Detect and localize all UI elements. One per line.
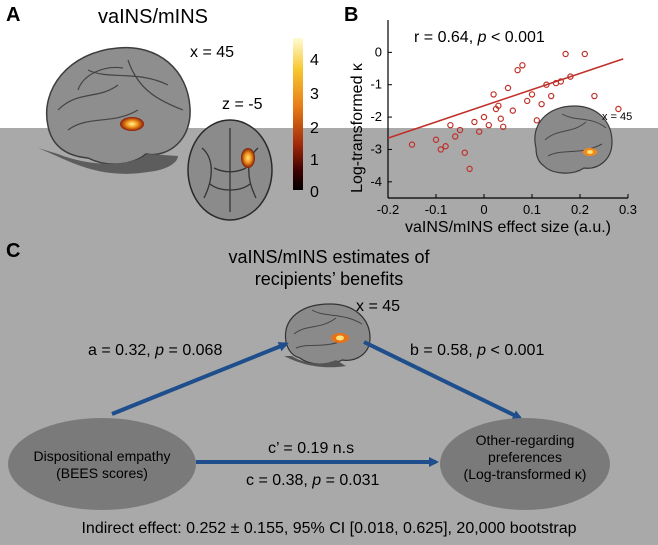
x-axis-label: vaINS/mINS effect size (a.u.)	[405, 219, 611, 236]
y-tick-label: -4	[370, 174, 382, 189]
x-tick-label: 0.1	[523, 202, 541, 217]
outcome-node	[440, 418, 610, 510]
data-point	[528, 91, 536, 98]
panel-a-axial-coord: z = -5	[222, 96, 263, 113]
colorbar	[293, 38, 303, 190]
data-point	[591, 92, 598, 100]
panel-a-title: vaINS/mINS	[98, 6, 209, 28]
outcome-label-line1: Other-regarding	[475, 432, 575, 448]
inset-coord: x = 45	[602, 111, 632, 123]
data-point	[447, 121, 454, 129]
path-b-arrow	[363, 340, 523, 420]
mediator-title-line2: recipients’ benefits	[254, 269, 404, 289]
data-point	[538, 100, 545, 108]
outcome-label-line2: preferences	[488, 449, 562, 465]
path-a-label: a = 0.32, p = 0.068	[88, 342, 223, 359]
x-tick-label: 0	[480, 202, 487, 217]
data-point	[471, 118, 478, 126]
predictor-node	[8, 418, 196, 510]
data-point	[408, 141, 416, 148]
data-point	[543, 81, 550, 88]
data-point	[557, 78, 564, 85]
x-tick-label: -0.2	[377, 202, 399, 217]
data-point	[456, 126, 464, 134]
data-point	[615, 105, 622, 113]
panel-a-letter: A	[6, 4, 21, 26]
data-point	[485, 121, 492, 129]
data-point	[432, 136, 440, 143]
y-tick-label: -2	[370, 109, 382, 124]
predictor-label: Dispositional empathy	[33, 448, 171, 464]
panel-b-letter: B	[344, 4, 359, 26]
data-point	[581, 50, 588, 58]
x-tick-label: -0.1	[425, 202, 447, 217]
axial-brain-image	[187, 119, 273, 221]
outcome-node-text: Other-regarding preferences (Log-transfo…	[440, 432, 610, 483]
data-point	[495, 102, 502, 109]
path-a-arrow	[111, 341, 289, 416]
scatter-plot: Log-transformed κ vaINS/mINS effect size…	[349, 20, 637, 236]
data-point	[437, 146, 445, 153]
data-point	[451, 133, 459, 140]
mediator-title: vaINS/mINS estimates of recipients’ bene…	[0, 246, 658, 290]
y-tick-label: -3	[370, 141, 382, 156]
data-point	[497, 115, 504, 122]
data-point	[442, 143, 449, 150]
data-points	[408, 50, 622, 173]
panel-a-sagittal-coord: x = 45	[190, 44, 235, 61]
colorbar-tick: 3	[310, 86, 319, 103]
data-point	[567, 73, 574, 80]
y-tick-label: -1	[370, 77, 382, 92]
path-b-label: b = 0.58, p < 0.001	[410, 342, 545, 359]
data-point	[547, 92, 555, 100]
x-tick-label: 0.3	[619, 202, 637, 217]
y-axis-label: Log-transformed κ	[349, 62, 366, 193]
data-point	[499, 123, 507, 131]
path-c-prime-label: c’ = 0.19 n.s	[268, 440, 355, 457]
predictor-node-text: Dispositional empathy (BEES scores)	[8, 448, 196, 482]
y-tick-label: 0	[375, 44, 382, 59]
colorbar-tick: 2	[310, 120, 319, 137]
data-point	[519, 62, 526, 69]
colorbar-tick: 4	[310, 52, 319, 69]
indirect-effect-text: Indirect effect: 0.252 ± 0.155, 95% CI […	[81, 520, 577, 537]
inset-brain-image	[534, 105, 613, 174]
predictor-sublabel: (BEES scores)	[56, 465, 148, 481]
data-point	[533, 117, 540, 124]
regression-line	[387, 58, 624, 139]
sagittal-brain-image	[38, 46, 191, 174]
data-point	[461, 149, 469, 156]
mediator-title-line1: vaINS/mINS estimates of	[228, 247, 430, 267]
data-point	[480, 113, 488, 121]
data-point	[466, 165, 473, 173]
stats-annotation: r = 0.64, p < 0.001	[414, 29, 545, 46]
colorbar-tick: 1	[310, 152, 319, 169]
regression-line-group	[387, 58, 624, 139]
data-point	[475, 128, 483, 135]
data-point	[509, 107, 516, 114]
plot-ticks: -0.2 -0.1 0 0.1 0.2 0.3 0 -1 -2 -3 -4	[370, 44, 637, 217]
data-point	[514, 66, 521, 74]
path-c-label: c = 0.38, p = 0.031	[246, 472, 380, 489]
mediator-brain-image	[284, 303, 371, 368]
data-point	[504, 84, 512, 92]
data-point	[523, 97, 531, 105]
colorbar-tick: 0	[310, 184, 319, 201]
mediator-coord: x = 45	[356, 298, 401, 315]
panel-c-letter: C	[6, 240, 21, 262]
plot-axes	[387, 20, 628, 199]
data-point	[490, 91, 497, 98]
data-point	[562, 50, 569, 58]
x-tick-label: 0.2	[571, 202, 589, 217]
outcome-label-line3: (Log-transformed κ)	[463, 466, 587, 482]
